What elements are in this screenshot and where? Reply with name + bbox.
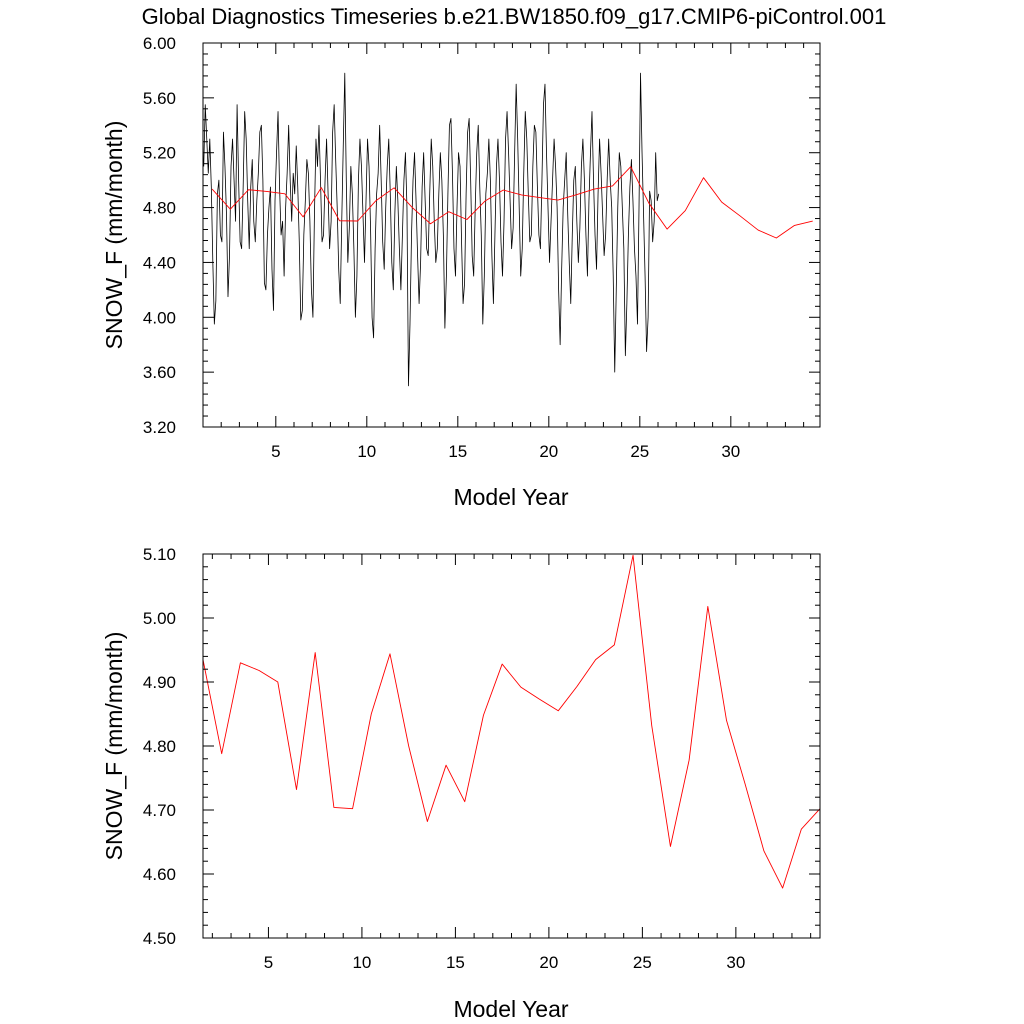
bottom-panel: 5 10 15 20 25 304.504.604.704.804.905.005.10 … bbox=[101, 545, 821, 1022]
bottom-y-tick-label: 4.80 bbox=[143, 737, 176, 756]
bottom-x-tick-label: 25 bbox=[633, 953, 652, 972]
bottom-x-tick-label: 5 bbox=[264, 953, 273, 972]
figure-title: Global Diagnostics Timeseries b.e21.BW18… bbox=[142, 4, 887, 29]
bottom-y-tick-label: 5.00 bbox=[143, 609, 176, 628]
top-y-tick-label: 5.60 bbox=[143, 89, 176, 108]
top-panel: 5 10 15 20 25 30 3.20 3.60 4.00 4.40 4.80 5.20 5.60 6… bbox=[101, 34, 821, 510]
bottom-x-tick-label: 10 bbox=[352, 953, 371, 972]
top-x-tick-label: 10 bbox=[357, 442, 376, 461]
top-y-tick-label: 4.00 bbox=[143, 308, 176, 327]
top-x-tick-label: 25 bbox=[630, 442, 649, 461]
bottom-y-tick-label: 4.70 bbox=[143, 801, 176, 820]
top-x-tick-label: 15 bbox=[448, 442, 467, 461]
top-x-tick-label: 5 bbox=[271, 442, 280, 461]
bottom-x-axis-title: Model Year bbox=[453, 996, 568, 1022]
bottom-panel-marks bbox=[202, 554, 821, 889]
top-x-axis-title: Model Year bbox=[453, 484, 568, 510]
top-y-tick-label: 4.80 bbox=[143, 199, 176, 218]
top-y-tick-label: 5.20 bbox=[143, 144, 176, 163]
bottom-y-tick-label: 4.50 bbox=[143, 929, 176, 948]
top-y-tick-label: 4.40 bbox=[143, 253, 176, 272]
bottom-plot-frame bbox=[202, 553, 821, 939]
bottom-y-tick-label: 4.90 bbox=[143, 673, 176, 692]
bottom-y-tick-label: 4.60 bbox=[143, 865, 176, 884]
top-y-tick-label: 6.00 bbox=[143, 34, 176, 53]
bottom-y-tick-label: 5.10 bbox=[143, 545, 176, 564]
top-x-tick-label: 20 bbox=[539, 442, 558, 461]
top-y-axis-title: SNOW_F (mm/month) bbox=[101, 121, 127, 350]
top-x-tick-label: 30 bbox=[721, 442, 740, 461]
bottom-series-line-annual bbox=[202, 554, 821, 889]
bottom-x-tick-label: 30 bbox=[726, 953, 745, 972]
bottom-x-tick-label: 20 bbox=[539, 953, 558, 972]
top-panel-ticks: 5 10 15 20 25 30 3.20 3.60 4.00 4.40 4.80 5.20 5.60 6… bbox=[143, 34, 820, 461]
top-series-line-monthly bbox=[203, 72, 660, 387]
bottom-panel-ticks: 5 10 15 20 25 30 4.50 4.60 4.70 4.80 4.90 5.00 5.10 bbox=[143, 545, 820, 972]
bottom-y-axis-title: SNOW_F (mm/month) bbox=[101, 632, 127, 861]
bottom-x-tick-label: 15 bbox=[446, 953, 465, 972]
top-y-tick-label: 3.20 bbox=[143, 418, 176, 437]
top-plot-frame bbox=[202, 42, 821, 428]
top-series-line-annual bbox=[211, 166, 813, 239]
top-panel-marks bbox=[203, 72, 813, 387]
top-y-tick-label: 3.60 bbox=[143, 363, 176, 382]
